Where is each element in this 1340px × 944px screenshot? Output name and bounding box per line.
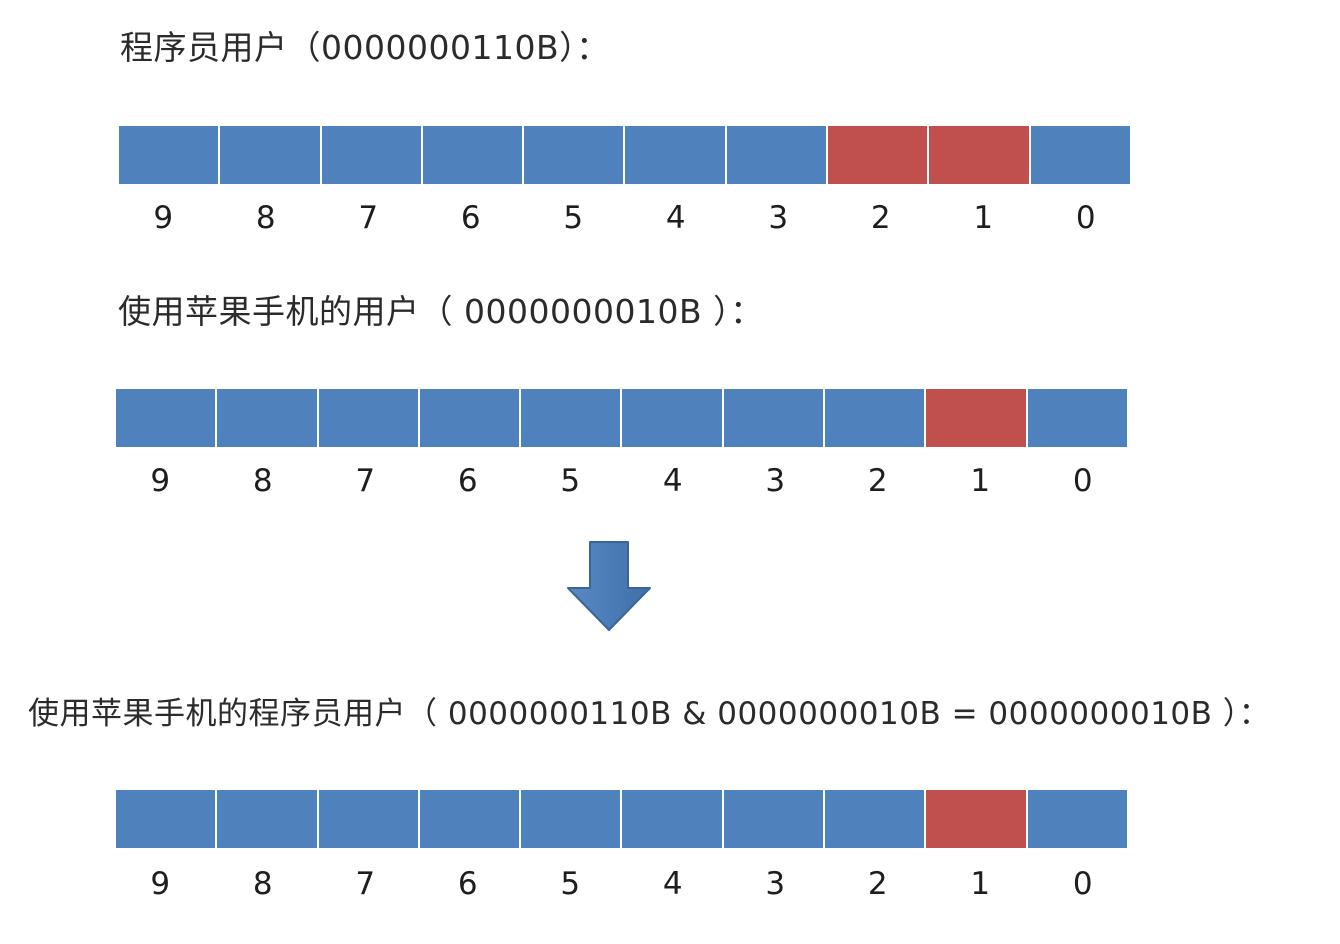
bit-cell-4 [622,790,724,848]
bit-cell-1 [926,790,1028,848]
bit-index-label: 1 [970,866,991,902]
caption-apple-users: 使用苹果手机的用户（ 0000000010B ）： [118,292,764,331]
bit-index-label: 9 [150,866,171,902]
bit-index-label: 3 [768,200,789,236]
bit-cell-6 [419,790,522,848]
bit-cell-9 [119,126,221,184]
bit-index-label: 5 [560,866,581,902]
bit-cell-1 [926,389,1028,447]
bit-cell-5 [521,389,623,447]
bit-index-label: 4 [662,463,683,499]
bit-index-label: 4 [665,200,686,236]
bit-index-label: 2 [870,200,891,236]
bit-cell-8 [217,790,319,848]
bit-cell-5 [521,790,623,848]
bit-cell-2 [825,389,927,447]
bit-index-label: 7 [355,866,376,902]
bit-cell-0 [1030,126,1130,184]
bit-index-label: 7 [358,200,379,236]
bit-index-label: 6 [457,866,478,902]
bit-cell-7 [318,790,420,848]
bit-cell-7 [321,126,423,184]
bitmap-programmer-users [119,126,1130,184]
bit-index-label: 8 [255,200,276,236]
bit-index-label: 0 [1072,463,1093,499]
bit-index-label: 2 [867,866,888,902]
bit-index-label: 6 [460,200,481,236]
bit-index-label: 1 [973,200,994,236]
bit-index-label: 9 [150,463,171,499]
bit-index-label: 0 [1072,866,1093,902]
bit-cell-2 [825,790,927,848]
bit-cell-3 [726,126,829,184]
bitmap-apple-users [116,389,1127,447]
bit-cell-4 [622,389,724,447]
bit-cell-7 [318,389,420,447]
bit-index-labels-result: 9 8 7 6 5 4 3 2 1 0 [109,862,1134,906]
bit-index-label: 3 [765,866,786,902]
bit-cell-1 [929,126,1031,184]
bit-index-label: 8 [252,866,273,902]
bit-cell-0 [1027,389,1127,447]
bit-index-label: 2 [867,463,888,499]
bit-index-label: 6 [457,463,478,499]
bit-cell-3 [723,389,826,447]
bit-index-label: 1 [970,463,991,499]
bit-index-labels-programmer: 9 8 7 6 5 4 3 2 1 0 [112,196,1137,240]
bit-cell-9 [116,790,218,848]
bit-index-label: 8 [252,463,273,499]
bitmap-apple-programmer-users [116,790,1127,848]
bit-cell-8 [220,126,322,184]
bit-index-label: 9 [153,200,174,236]
bit-cell-6 [419,389,522,447]
bit-index-label: 5 [560,463,581,499]
bit-index-label: 7 [355,463,376,499]
bit-index-label: 4 [662,866,683,902]
bit-index-label: 5 [563,200,584,236]
down-arrow-icon [567,541,651,631]
bit-index-label: 0 [1075,200,1096,236]
bit-cell-2 [828,126,930,184]
bit-cell-8 [217,389,319,447]
bit-cell-0 [1027,790,1127,848]
bit-cell-9 [116,389,218,447]
bit-index-label: 3 [765,463,786,499]
caption-apple-programmer-users: 使用苹果手机的程序员用户（ 0000000110B & 0000000010B … [28,696,1271,732]
bit-cell-5 [524,126,626,184]
bit-cell-6 [422,126,525,184]
bit-cell-4 [625,126,727,184]
bit-index-labels-apple: 9 8 7 6 5 4 3 2 1 0 [109,459,1134,503]
bit-cell-3 [723,790,826,848]
caption-programmer-users: 程序员用户（0000000110B）： [120,28,610,67]
